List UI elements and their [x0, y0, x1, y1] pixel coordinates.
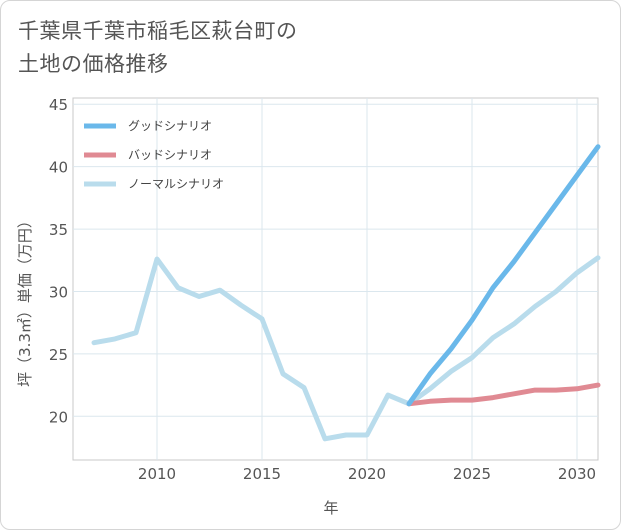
y-tick-label: 40 [49, 159, 68, 177]
x-tick-labels: 2010 2015 2020 2025 2030 [138, 465, 596, 483]
x-axis-label: 年 [323, 499, 338, 517]
legend-label-0: グッドシナリオ [128, 119, 212, 133]
x-tick-label: 2010 [138, 465, 176, 483]
x-tick-label: 2020 [348, 465, 386, 483]
y-tick-label: 25 [49, 346, 68, 364]
plot-area [72, 97, 599, 461]
y-tick-labels: 20 25 30 35 40 45 [49, 96, 68, 426]
y-tick-label: 35 [49, 221, 68, 239]
chart-title-line-2: 土地の価格推移 [18, 52, 169, 76]
x-tick-label: 2015 [243, 465, 281, 483]
y-tick-label: 30 [49, 283, 68, 301]
series-lines [91, 144, 601, 442]
chart-title: 千葉県千葉市稲毛区萩台町の 土地の価格推移 [18, 15, 298, 81]
legend-label-1: バッドシナリオ [128, 148, 212, 162]
y-axis-label: 坪（3.3㎡）単価（万円） [16, 213, 34, 387]
x-tick-label: 2025 [453, 465, 491, 483]
y-tick-label: 20 [49, 408, 68, 426]
series-line-0 [406, 144, 601, 407]
series-line-1 [406, 382, 601, 407]
legend-label-2: ノーマルシナリオ [128, 177, 224, 191]
x-tick-label: 2030 [558, 465, 596, 483]
chart-title-line-1: 千葉県千葉市稲毛区萩台町の [18, 19, 298, 43]
y-tick-label: 45 [49, 96, 68, 114]
series-line-2 [91, 255, 601, 442]
